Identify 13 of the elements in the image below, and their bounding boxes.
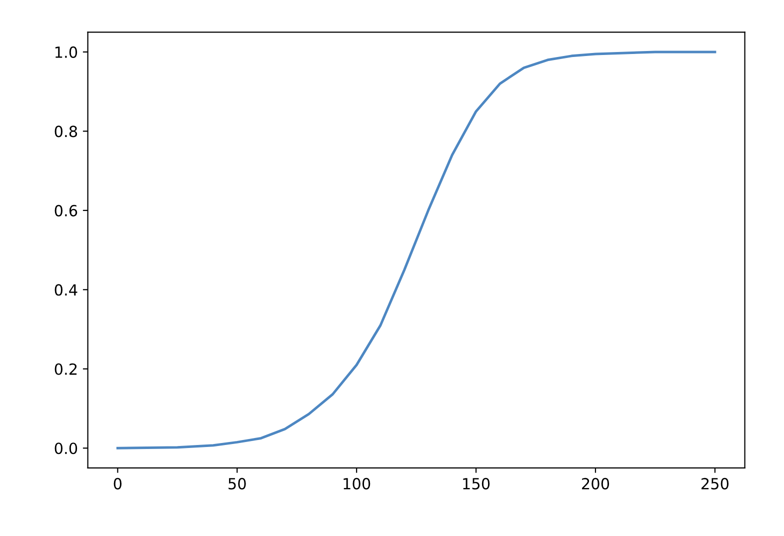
x-tick-label: 250 [701,478,728,490]
y-tick-label: 1.0 [55,46,78,58]
y-tick-label: 0.6 [54,204,78,216]
x-tick-label: 200 [582,478,610,490]
y-tick-label: 0.2 [54,363,77,375]
x-tick-label: 50 [228,478,246,490]
line-series [116,50,716,450]
y-tick-label: 0.8 [54,126,78,138]
x-tick-label: 0 [114,478,122,490]
y-tick-label: 0.4 [54,284,78,296]
x-tick-label: 100 [344,478,370,490]
x-tick-label: 150 [463,478,490,490]
y-tick-label: 0.0 [54,442,78,454]
